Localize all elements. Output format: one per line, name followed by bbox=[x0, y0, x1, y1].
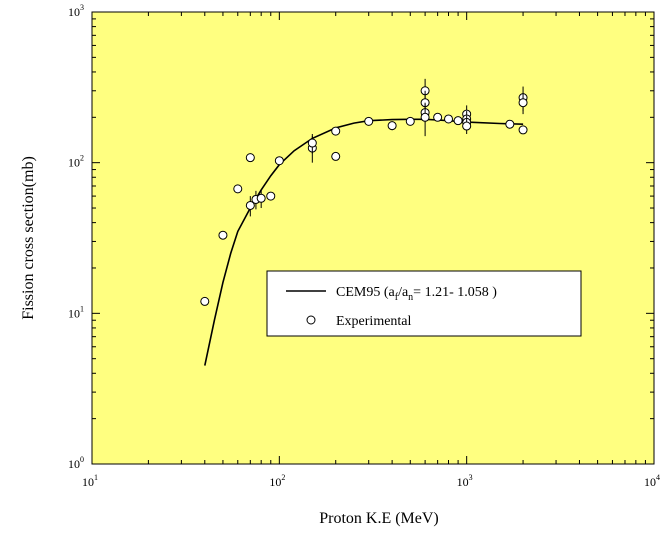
y-tick-label: 103 bbox=[68, 3, 84, 19]
data-point bbox=[331, 151, 341, 161]
x-tick-label: 104 bbox=[644, 473, 660, 489]
data-point bbox=[266, 191, 276, 201]
legend-line-mid: /a bbox=[398, 285, 409, 300]
plot-area bbox=[91, 11, 655, 465]
data-point bbox=[245, 153, 255, 163]
data-point bbox=[387, 121, 397, 131]
data-point bbox=[245, 200, 255, 210]
legend-line-suffix: = 1.21- 1.058 ) bbox=[413, 285, 497, 300]
y-tick-label-mantissa: 10 bbox=[68, 306, 80, 320]
data-point bbox=[462, 121, 472, 131]
data-point bbox=[518, 125, 528, 135]
y-tick-label: 102 bbox=[68, 154, 84, 170]
data-point bbox=[256, 193, 266, 203]
series-layer bbox=[200, 78, 528, 366]
data-point bbox=[331, 126, 341, 136]
data-point bbox=[200, 296, 210, 306]
legend-line-sub2: n bbox=[408, 292, 413, 303]
y-tick-label-mantissa: 10 bbox=[68, 156, 80, 170]
data-point bbox=[233, 184, 243, 194]
data-point bbox=[444, 114, 454, 124]
legend-marker-label: Experimental bbox=[336, 314, 412, 329]
data-point bbox=[420, 112, 430, 122]
x-tick-label-exponent: 4 bbox=[656, 473, 660, 482]
x-tick-label: 102 bbox=[269, 473, 285, 489]
y-tick-label-mantissa: 10 bbox=[68, 5, 80, 19]
y-tick-label-exponent: 3 bbox=[80, 3, 84, 12]
legend: CEM95 (af/an= 1.21- 1.058 ) Experimental bbox=[266, 270, 582, 337]
data-point bbox=[505, 119, 515, 129]
x-tick-label-mantissa: 10 bbox=[644, 475, 656, 489]
data-point bbox=[274, 156, 284, 166]
x-tick-label-mantissa: 10 bbox=[457, 475, 469, 489]
y-tick-label-exponent: 0 bbox=[80, 455, 84, 464]
legend-line-label: CEM95 (af/an= 1.21- 1.058 ) bbox=[336, 285, 497, 303]
x-tick-label: 103 bbox=[457, 473, 473, 489]
x-tick-label-exponent: 2 bbox=[281, 473, 285, 482]
x-tick-label-exponent: 3 bbox=[469, 473, 473, 482]
x-axis-title: Proton K.E (MeV) bbox=[319, 510, 439, 527]
x-tick-label-exponent: 1 bbox=[94, 473, 98, 482]
data-point bbox=[433, 112, 443, 122]
data-point bbox=[518, 98, 528, 108]
y-tick-label-exponent: 2 bbox=[80, 154, 84, 163]
data-point bbox=[453, 116, 463, 126]
data-point bbox=[405, 116, 415, 126]
axis-ticks bbox=[91, 12, 654, 465]
legend-line-sub1: f bbox=[395, 292, 399, 303]
y-tick-label-exponent: 1 bbox=[80, 304, 84, 313]
y-axis-title: Fission cross section(mb) bbox=[20, 156, 37, 320]
x-tick-label-mantissa: 10 bbox=[269, 475, 281, 489]
series-line-cem95 bbox=[204, 118, 524, 366]
legend-box bbox=[266, 270, 582, 337]
y-tick-label: 100 bbox=[68, 455, 84, 471]
x-tick-label: 101 bbox=[82, 473, 98, 489]
x-tick-label-mantissa: 10 bbox=[82, 475, 94, 489]
data-point bbox=[307, 138, 317, 148]
y-tick-label-mantissa: 10 bbox=[68, 457, 80, 471]
data-point bbox=[218, 230, 228, 240]
y-tick-label: 101 bbox=[68, 304, 84, 320]
legend-line-prefix: CEM95 (a bbox=[336, 285, 396, 300]
legend-marker-swatch bbox=[306, 315, 316, 325]
data-point bbox=[364, 116, 374, 126]
